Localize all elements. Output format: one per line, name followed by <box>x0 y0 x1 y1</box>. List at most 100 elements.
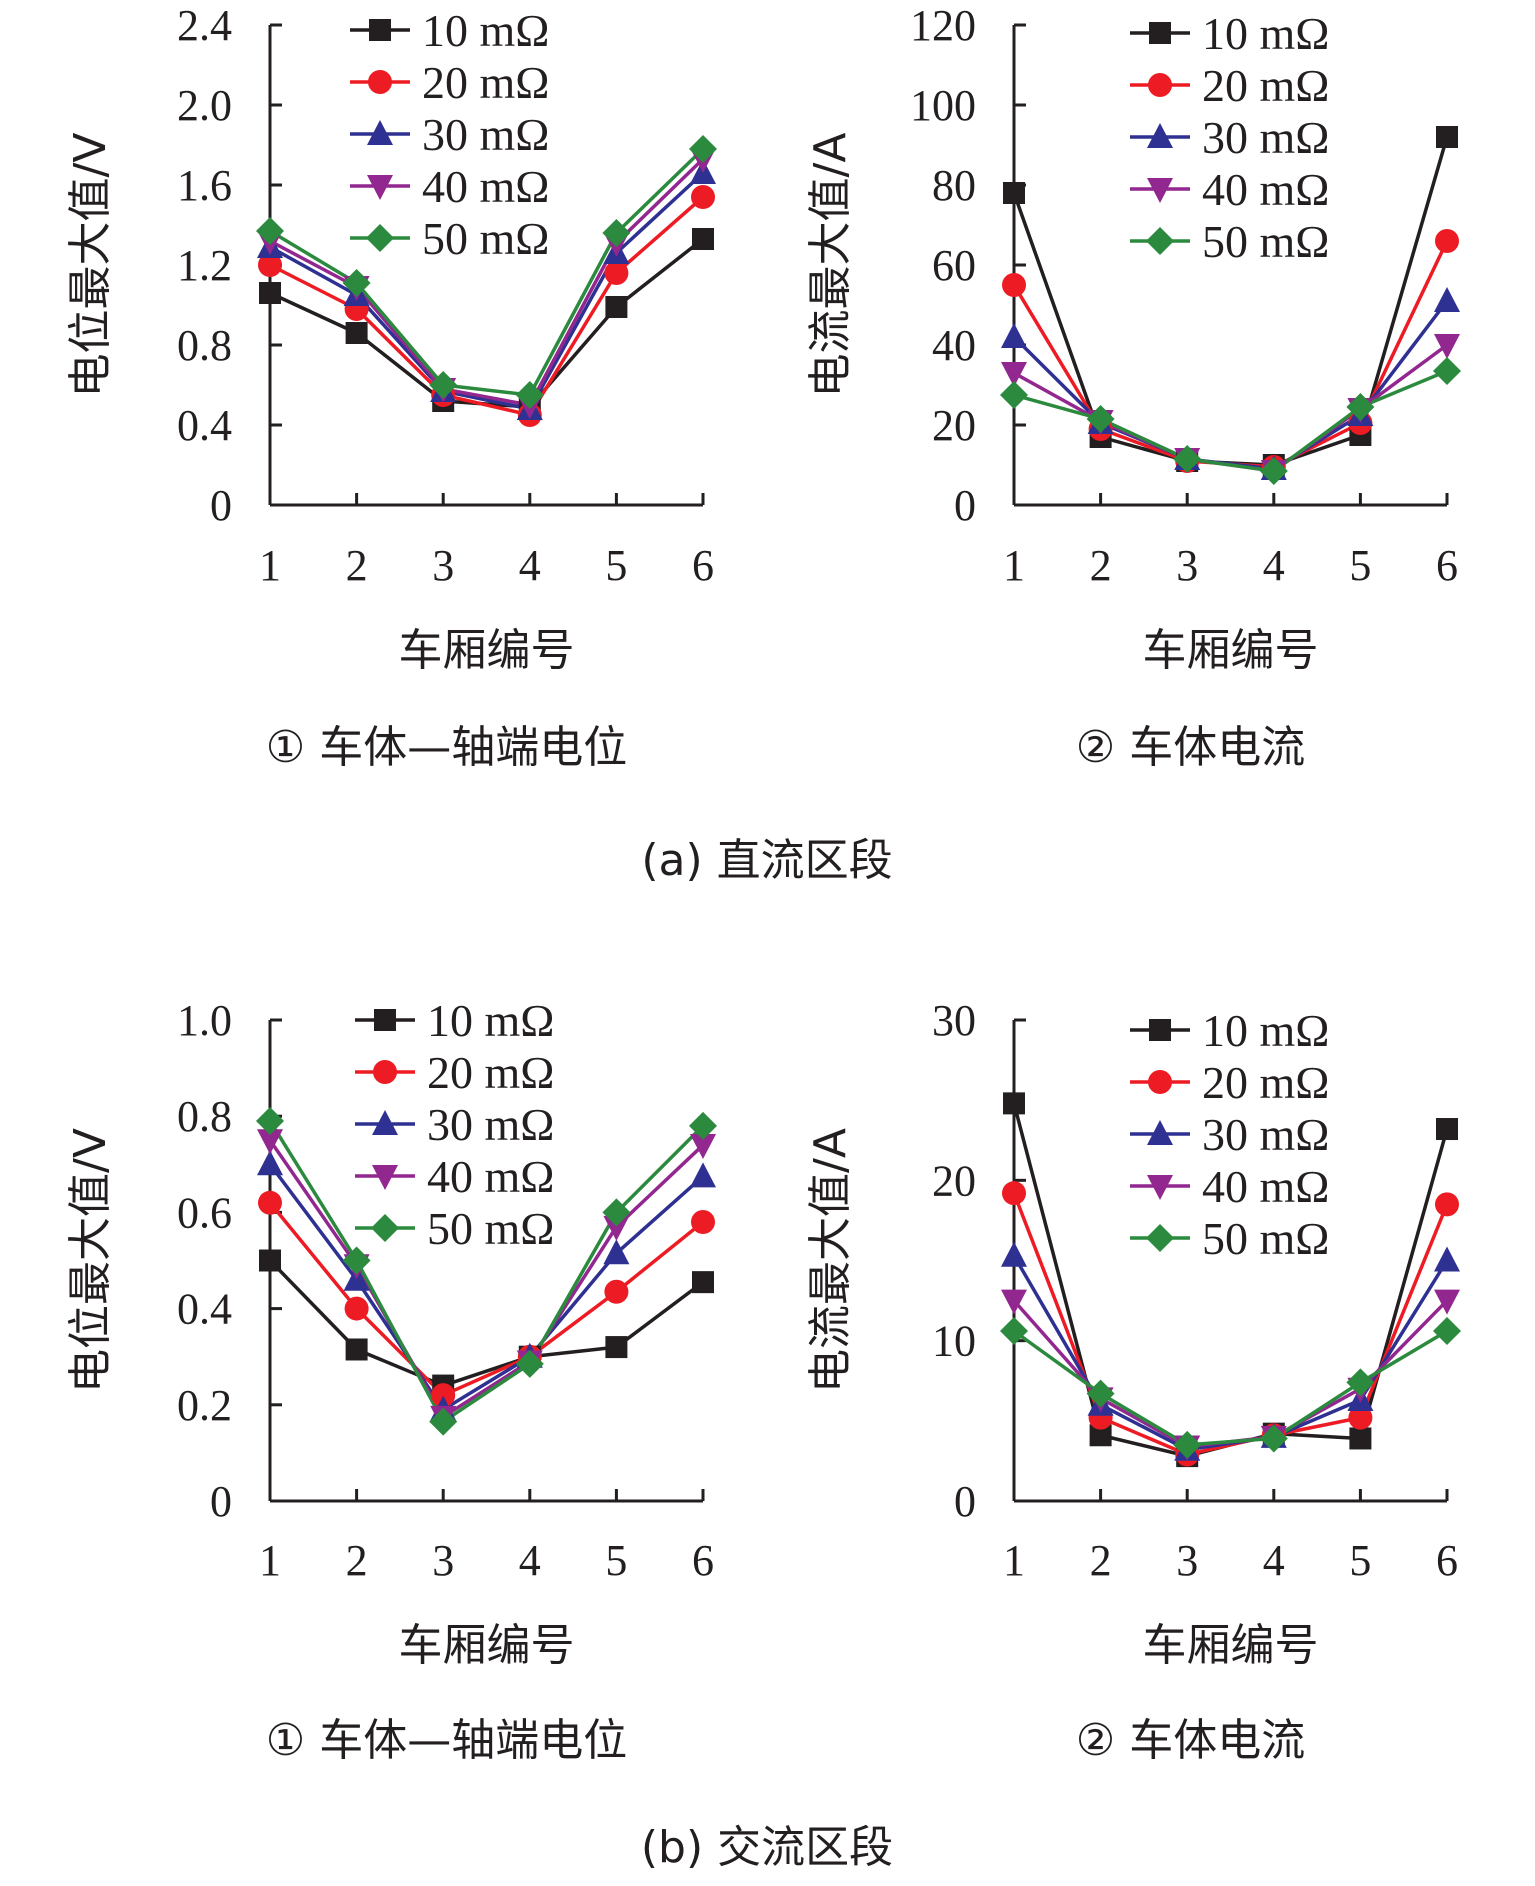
chart-b-potential-data-point <box>345 1338 368 1361</box>
chart-b-potential-x-tick-label: 5 <box>605 1536 627 1585</box>
chart-a-potential-legend-marker <box>366 224 394 252</box>
chart-a-potential-x-tick-label: 6 <box>692 541 714 590</box>
chart-a-current-y-tick-label: 120 <box>910 1 976 50</box>
chart-b-potential-data-point <box>604 1279 629 1304</box>
chart-b-current-data-point <box>1000 1317 1028 1346</box>
chart-b-potential-data-point <box>692 1271 714 1294</box>
chart-a-current-data-point <box>1434 287 1460 312</box>
chart-b-current-legend-label: 20 mΩ <box>1202 1057 1329 1108</box>
chart-a-current-y-tick-label: 60 <box>932 241 976 290</box>
chart-a-current-legend-marker <box>1146 227 1174 255</box>
chart-b-potential-data-point <box>689 1111 717 1140</box>
chart-b-potential-data-point <box>429 1407 458 1436</box>
chart-b-current-x-axis-label: 车厢编号 <box>1143 1620 1319 1671</box>
chart-b-potential-subtitle: ① 车体—轴端电位 <box>266 1715 627 1766</box>
chart-b-potential-y-tick-label: 0 <box>210 1477 232 1526</box>
chart-b-current-legend-label: 10 mΩ <box>1202 1005 1329 1056</box>
chart-b-potential-x-tick-label: 4 <box>519 1536 541 1585</box>
chart-b-potential-series-line <box>268 1120 705 1424</box>
chart-b-potential-data-point <box>602 1198 631 1227</box>
chart-b-current-data-point <box>1001 1241 1027 1267</box>
chart-a-potential-legend-marker <box>367 120 393 145</box>
chart-a-current-data-point <box>1433 357 1461 385</box>
chart-b-potential-data-point <box>515 1349 544 1378</box>
chart-b-potential-data-point <box>690 1134 716 1160</box>
chart-b-current-data-point <box>1433 1317 1461 1346</box>
chart-a-current-data-point <box>1001 323 1027 348</box>
chart-b-current-legend-label: 30 mΩ <box>1202 1109 1329 1160</box>
chart-a-potential-data-point <box>605 296 628 318</box>
chart-a-potential-x-axis-label: 车厢编号 <box>399 625 575 676</box>
chart-a-potential-x-tick-label: 4 <box>519 541 541 590</box>
chart-b-current-data-point <box>1173 1430 1202 1459</box>
chart-b-current-data-point <box>1346 1368 1375 1397</box>
chart-b-potential-data-point <box>257 1129 283 1155</box>
chart-b-current-y-tick-label: 10 <box>932 1317 976 1366</box>
chart-a-potential-legend-marker <box>368 70 392 94</box>
chart-a-potential-series-line <box>269 171 705 411</box>
chart-a-current-data-point <box>1173 445 1202 473</box>
chart-a-potential-data-point <box>692 228 714 250</box>
chart-b-current-legend-marker <box>1147 1175 1173 1200</box>
chart-b-current-x-tick-label: 2 <box>1090 1536 1112 1585</box>
chart-a-potential-legend-label: 40 mΩ <box>422 161 549 212</box>
chart-a-current-data-point <box>1003 182 1025 204</box>
chart-b-potential-data-point <box>691 1210 715 1235</box>
chart-a-current-legend-label: 10 mΩ <box>1202 8 1329 59</box>
chart-b-current-y-tick-label: 0 <box>954 1477 976 1526</box>
chart-a-potential-data-point <box>258 253 282 277</box>
chart-a-potential-y-tick-label: 2.0 <box>177 81 232 130</box>
chart-b-current-subtitle: ② 车体电流 <box>1076 1715 1305 1766</box>
chart-b-current-data-point <box>1003 1092 1025 1115</box>
chart-b-potential-x-tick-label: 2 <box>346 1536 368 1585</box>
chart-b-potential-legend-marker <box>374 1009 396 1031</box>
chart-a-current-data-point <box>1436 126 1458 148</box>
chart-b-current-data-point <box>1434 1246 1460 1272</box>
chart-a-potential-data-point <box>342 269 371 297</box>
chart-a-potential-legend-label: 20 mΩ <box>422 57 549 108</box>
chart-a-potential-data-point <box>602 219 631 247</box>
chart-a-potential-data-point <box>429 371 458 399</box>
chart-b-potential-data-point <box>256 1107 284 1136</box>
chart-a-current-x-axis-label: 车厢编号 <box>1143 625 1319 676</box>
chart-b-potential-y-tick-label: 0.8 <box>177 1092 232 1141</box>
chart-a-potential-legend-label: 30 mΩ <box>422 109 549 160</box>
chart-b-potential-data-point <box>605 1336 628 1359</box>
chart-a-current-data-point <box>1086 405 1115 433</box>
chart-b-current-data-point <box>1001 1289 1027 1315</box>
chart-a-potential-subtitle: ① 车体—轴端电位 <box>266 722 627 773</box>
chart-a-current-y-tick-label: 0 <box>954 481 976 530</box>
chart-b-current-y-tick-label: 20 <box>932 1156 976 1205</box>
chart-a-potential-series-line <box>269 147 705 397</box>
chart-b-potential-y-tick-label: 0.2 <box>177 1381 232 1430</box>
chart-a-current-legend-label: 40 mΩ <box>1202 164 1329 215</box>
chart-b-current-series-line <box>1012 1299 1449 1449</box>
chart-b-current-legend-label: 50 mΩ <box>1202 1213 1329 1264</box>
chart-b-potential-y-axis-label: 电位最大值/V <box>65 1128 116 1393</box>
chart-a-potential-y-tick-label: 0.8 <box>177 321 232 370</box>
chart-a-potential-x-tick-label: 5 <box>605 541 627 590</box>
chart-a-potential-data-point <box>604 261 629 285</box>
chart-b-potential-legend-marker <box>373 1060 397 1084</box>
chart-b-current-x-tick-label: 1 <box>1003 1536 1025 1585</box>
chart-a-potential-x-tick-label: 1 <box>259 541 281 590</box>
chart-a-current-series-line <box>1012 240 1449 469</box>
chart-b-current-legend-label: 40 mΩ <box>1202 1161 1329 1212</box>
chart-b-potential-legend-label: 50 mΩ <box>427 1203 554 1254</box>
chart-a-current-legend-label: 20 mΩ <box>1202 60 1329 111</box>
chart-a-current-x-tick-label: 6 <box>1436 541 1458 590</box>
chart-a-current: 0 20 40 60 80 100 120 1 2 3 4 5 6 车厢编号 电流最大值/A ② 车体电流 10… <box>805 1 1461 773</box>
chart-a-potential-y-tick-label: 0 <box>210 481 232 530</box>
chart-a-current-data-point <box>1346 393 1375 421</box>
chart-a-current-x-tick-label: 1 <box>1003 541 1025 590</box>
chart-a-current-data-point <box>1434 334 1460 359</box>
chart-b-potential-data-point <box>344 1296 369 1321</box>
chart-b-current-x-tick-label: 5 <box>1349 1536 1371 1585</box>
chart-a-potential-data-point <box>691 185 715 209</box>
chart-b-potential-series-line <box>268 1259 705 1388</box>
chart-b-potential-data-point <box>258 1190 282 1215</box>
chart-b-potential-data-point <box>690 1162 716 1188</box>
chart-b-current-legend-marker <box>1147 1120 1173 1145</box>
chart-b-current-y-tick-label: 30 <box>932 996 976 1045</box>
